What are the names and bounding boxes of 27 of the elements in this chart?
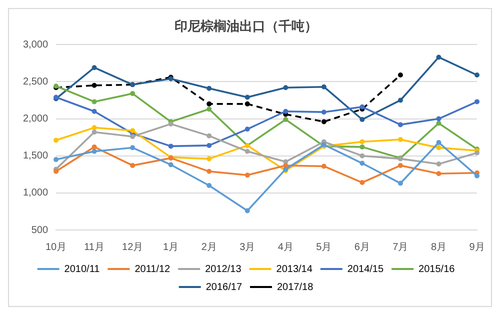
x-tick-label: 6月	[354, 242, 370, 253]
x-tick-label: 5月	[316, 242, 332, 253]
x-tick-label: 3月	[240, 242, 256, 253]
x-tick-label: 2月	[201, 242, 217, 253]
y-tick-label: 3,000	[22, 39, 48, 50]
x-tick-label: 11月	[84, 242, 104, 253]
legend-label: 2012/13	[205, 264, 242, 275]
legend-label: 2017/18	[277, 282, 314, 293]
x-tick-label: 10月	[45, 242, 67, 253]
legend-label: 2014/15	[347, 264, 384, 275]
y-tick-label: 1,000	[22, 188, 48, 199]
legend-label: 2013/14	[276, 264, 313, 275]
y-tick-label: 1,500	[22, 150, 48, 162]
x-tick-label: 9月	[469, 242, 485, 253]
x-tick-label: 7月	[392, 242, 408, 253]
y-tick-label: 2,500	[22, 76, 48, 88]
y-tick-label: 500	[31, 224, 48, 236]
x-tick-label: 8月	[430, 242, 447, 253]
x-tick-label: 4月	[278, 242, 294, 253]
legend-label: 2011/12	[134, 264, 171, 275]
legend-label: 2015/16	[418, 264, 456, 275]
legend-label: 2010/11	[64, 264, 100, 275]
chart-title: 印尼棕榈油出口（千吨）	[174, 18, 318, 34]
x-tick-label: 1月	[163, 242, 179, 253]
x-tick-label: 12月	[122, 242, 144, 253]
y-tick-label: 2,000	[22, 114, 48, 125]
legend-label: 2016/17	[206, 282, 242, 293]
